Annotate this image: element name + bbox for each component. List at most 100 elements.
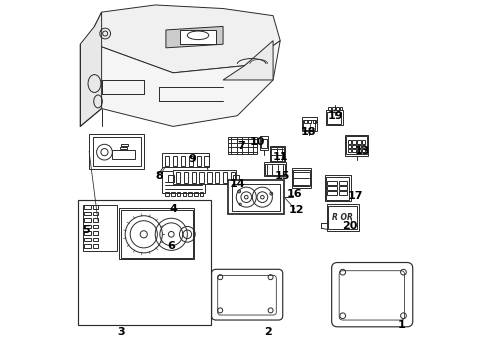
Bar [121,144,128,147]
Bar [83,244,91,248]
Bar [352,140,355,144]
Bar [312,120,315,123]
Bar [302,120,315,130]
Polygon shape [80,12,102,126]
Text: 7: 7 [237,141,244,151]
Bar [167,175,174,182]
Bar [361,140,365,144]
Bar [326,186,337,190]
Bar [326,112,341,123]
Bar [228,180,283,214]
FancyBboxPatch shape [331,262,412,327]
Bar [173,170,235,184]
Polygon shape [94,41,280,126]
Bar [356,149,360,152]
Bar [83,231,91,235]
Polygon shape [223,41,272,80]
Bar [111,150,135,159]
Bar [223,172,227,183]
Bar [260,139,266,148]
Text: 2: 2 [264,327,271,337]
Bar [162,153,208,167]
Bar [324,175,350,202]
FancyBboxPatch shape [211,269,282,320]
Bar [207,172,211,183]
Bar [269,146,284,164]
Bar [93,238,98,241]
Bar [83,238,91,241]
Bar [89,134,144,169]
Bar [215,172,219,183]
Bar [231,184,280,211]
Bar [176,192,180,196]
Bar [346,136,366,154]
Bar [326,181,337,185]
Bar [183,172,188,183]
Bar [264,162,285,176]
Bar [165,156,169,166]
Bar [196,156,201,166]
Bar [338,181,346,185]
Text: R OR: R OR [332,213,352,222]
Bar [326,204,358,231]
Bar [352,145,355,148]
Bar [339,107,342,110]
Bar [199,172,203,183]
Text: 4: 4 [169,203,177,213]
Bar [264,164,285,175]
Polygon shape [165,26,223,48]
Bar [93,137,141,166]
Bar [181,156,185,166]
Polygon shape [94,5,280,73]
Bar [352,149,355,152]
Text: 17: 17 [347,191,362,201]
Bar [78,200,210,325]
Bar [162,171,205,193]
Bar [356,145,360,148]
Bar [303,120,306,123]
Bar [259,136,267,150]
Bar [93,218,98,222]
Bar [93,225,98,228]
Text: 9: 9 [188,154,196,163]
Bar [230,172,235,183]
Bar [361,149,365,152]
Bar [93,205,98,208]
Bar [291,168,311,188]
Bar [93,231,98,235]
Bar [361,145,365,148]
Text: 11: 11 [272,152,287,162]
Bar [93,212,98,215]
Text: 19: 19 [327,111,343,121]
Bar [93,244,98,248]
Bar [200,192,203,196]
Bar [325,177,348,200]
Text: 15: 15 [274,171,289,181]
Bar [228,137,257,154]
Bar [120,147,127,149]
Text: 12: 12 [288,205,304,215]
Bar [194,192,197,196]
Bar [83,205,91,208]
Bar [83,212,91,215]
Bar [83,205,117,251]
Text: 5: 5 [81,225,89,235]
Bar [83,218,91,222]
Bar [326,192,337,195]
Text: 13: 13 [354,147,369,157]
Bar [338,186,346,190]
Text: 14: 14 [229,179,244,189]
Text: 10: 10 [249,138,264,148]
Bar [356,140,360,144]
Bar [188,156,193,166]
Bar [325,110,343,125]
Bar [176,172,180,183]
Bar [327,206,357,229]
Text: 1: 1 [397,320,405,330]
Bar [338,192,346,195]
Bar [292,170,309,186]
Bar [345,135,367,156]
Bar [191,172,196,183]
Text: 3: 3 [117,327,125,337]
Bar [308,120,311,123]
